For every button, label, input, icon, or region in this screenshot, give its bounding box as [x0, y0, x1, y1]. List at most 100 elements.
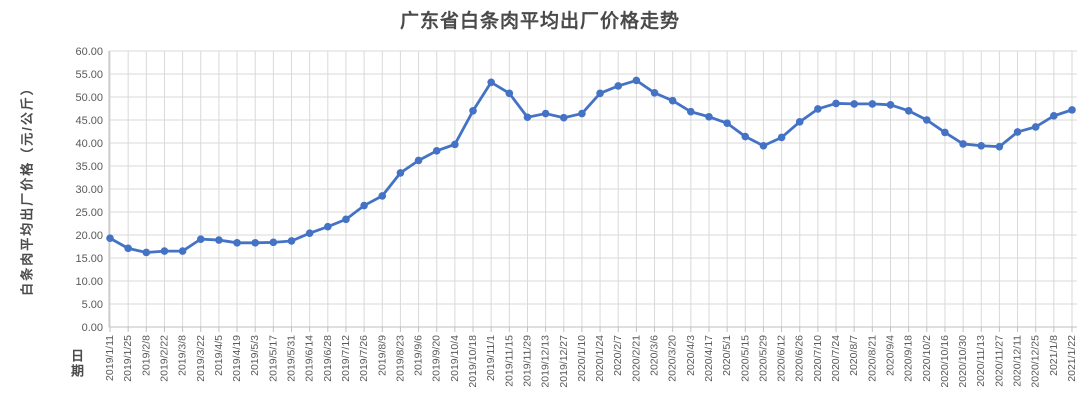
x-tick-label: 2019/11/29 [521, 335, 533, 387]
x-tick-label: 2020/12/25 [1030, 335, 1042, 388]
y-tick-label: 0.00 [82, 322, 103, 334]
y-tick-label: 35.00 [75, 161, 103, 173]
x-tick-label: 2019/12/27 [558, 335, 570, 388]
data-point-marker [196, 235, 205, 243]
data-point-marker [142, 248, 151, 257]
data-point-marker [124, 244, 132, 253]
data-point-marker [795, 118, 804, 126]
data-point-marker [959, 140, 967, 148]
x-tick-label: 2019/12/13 [540, 335, 552, 388]
data-point-marker [342, 215, 350, 224]
data-point-marker [414, 156, 423, 165]
x-tick-label: 2021/1/8 [1048, 335, 1060, 376]
x-tick-label: 2020/7/24 [830, 335, 842, 382]
data-point-marker [451, 140, 459, 149]
x-tick-label: 2020/3/6 [649, 335, 661, 376]
data-point-marker [850, 100, 858, 108]
data-point-marker [487, 78, 495, 87]
x-tick-label: 2019/9/20 [431, 335, 443, 382]
x-tick-label: 2020/4/3 [685, 335, 697, 376]
data-point-marker [106, 234, 114, 243]
data-point-marker [233, 239, 241, 247]
x-tick-label: 2019/5/3 [249, 335, 261, 376]
x-tick-label: 2021/1/22 [1066, 335, 1078, 382]
x-tick-label: 2020/11/13 [975, 335, 987, 387]
data-point-marker [360, 201, 368, 210]
data-point-marker [777, 133, 786, 142]
y-tick-label: 30.00 [75, 184, 103, 196]
data-point-marker [505, 89, 514, 98]
y-tick-label: 60.00 [75, 46, 103, 58]
data-point-marker [251, 239, 260, 247]
x-tick-label: 2019/8/9 [376, 335, 388, 376]
data-point-marker [650, 89, 659, 97]
x-tick-label: 2020/2/7 [612, 335, 624, 376]
data-point-marker [287, 237, 296, 245]
data-point-marker [941, 128, 949, 137]
y-tick-label: 45.00 [75, 115, 103, 127]
y-tick-label: 50.00 [75, 92, 103, 104]
x-tick-label: 2020/10/16 [939, 335, 951, 388]
x-tick-label: 2020/6/26 [794, 335, 806, 382]
y-tick-label: 25.00 [75, 207, 103, 219]
data-point-marker [578, 109, 586, 118]
data-point-marker [977, 141, 986, 150]
data-point-marker [904, 107, 913, 115]
y-tick-label: 15.00 [75, 253, 103, 265]
data-point-marker [596, 89, 604, 98]
y-tick-label: 55.00 [75, 69, 103, 81]
data-point-marker [814, 105, 822, 113]
data-point-marker [559, 113, 568, 122]
x-tick-label: 2020/7/10 [812, 335, 824, 382]
x-tick-label: 2019/1/11 [104, 335, 116, 381]
data-point-marker [632, 76, 641, 85]
data-point-marker [1031, 123, 1040, 131]
data-point-marker [922, 116, 931, 124]
data-point-marker [469, 107, 477, 115]
x-tick-label: 2020/9/4 [884, 335, 896, 376]
x-tick-label: 2020/4/17 [703, 335, 715, 382]
x-tick-label: 2019/2/8 [140, 335, 152, 376]
y-tick-label: 5.00 [82, 299, 103, 311]
x-tick-label: 2020/8/7 [848, 335, 860, 376]
data-point-marker [378, 192, 387, 200]
chart-title: 广东省白条肉平均出厂价格走势 [399, 11, 680, 32]
data-point-marker [305, 229, 314, 237]
x-tick-label: 2019/5/17 [267, 335, 279, 382]
x-tick-label: 2020/11/27 [993, 335, 1005, 387]
data-point-marker [668, 96, 677, 105]
x-tick-label: 2020/9/18 [903, 335, 915, 382]
data-point-marker [614, 82, 623, 90]
x-tick-label: 2020/12/11 [1012, 335, 1024, 387]
data-point-marker [215, 236, 223, 244]
data-point-marker [269, 238, 278, 247]
data-point-marker [759, 141, 768, 150]
x-tick-label: 2019/9/6 [413, 335, 425, 376]
x-tick-label: 2020/3/20 [667, 335, 679, 382]
x-tick-label: 2020/6/12 [776, 335, 788, 382]
data-point-marker [995, 142, 1004, 151]
data-point-marker [324, 222, 332, 231]
y-tick-label: 10.00 [75, 276, 103, 288]
data-point-marker [868, 100, 877, 108]
data-point-marker [1068, 106, 1076, 114]
data-point-marker [687, 107, 695, 116]
data-point-marker [1050, 112, 1058, 120]
x-tick-label: 2019/10/4 [449, 335, 461, 382]
x-tick-label: 2019/5/31 [286, 335, 298, 382]
x-axis-title: 日期 [69, 349, 84, 379]
data-point-marker [523, 113, 532, 122]
x-tick-label: 2019/11/15 [503, 335, 515, 387]
x-tick-label: 2019/6/28 [322, 335, 334, 382]
data-point-marker [705, 112, 713, 121]
x-tick-label: 2020/5/15 [739, 335, 751, 382]
data-point-marker [396, 169, 405, 177]
data-point-marker [886, 101, 895, 109]
data-point-marker [832, 99, 840, 108]
x-tick-label: 2019/4/19 [231, 335, 243, 382]
x-tick-label: 2020/10/2 [921, 335, 933, 382]
x-tick-label: 2019/11/1 [485, 335, 497, 381]
x-tick-label: 2019/8/23 [394, 335, 406, 382]
